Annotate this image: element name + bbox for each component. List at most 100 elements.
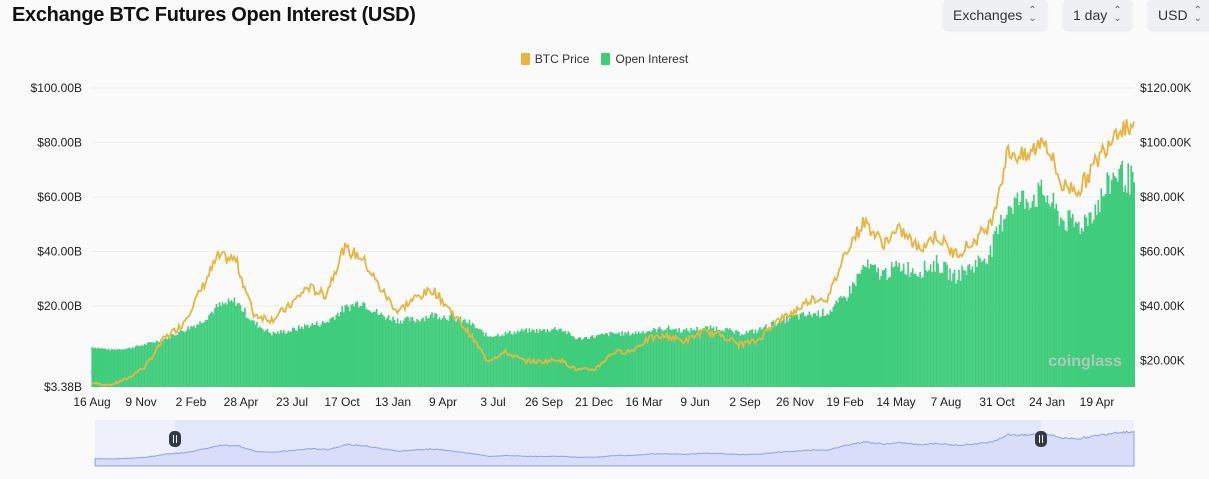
navigator-right-handle[interactable]: [1035, 431, 1047, 447]
oi-bar: [359, 305, 361, 387]
oi-bar: [560, 328, 562, 387]
oi-bar: [586, 338, 589, 387]
oi-bar: [136, 345, 138, 387]
oi-bar: [1016, 192, 1019, 387]
oi-bar: [753, 333, 755, 387]
oi-bar: [437, 319, 439, 387]
oi-bar: [311, 323, 314, 387]
oi-bar: [326, 321, 329, 387]
oi-bar: [215, 304, 218, 387]
oi-bar: [1046, 195, 1049, 387]
oi-bar: [1006, 214, 1008, 387]
oi-bar: [983, 258, 986, 387]
oi-bar: [164, 337, 167, 387]
oi-bar: [306, 324, 309, 387]
oi-bar: [585, 336, 588, 387]
oi-bar: [211, 311, 213, 387]
oi-bar: [489, 336, 492, 387]
oi-bar: [763, 326, 766, 387]
oi-bar: [262, 329, 264, 387]
oi-bar: [226, 304, 228, 387]
oi-bar: [194, 327, 197, 387]
oi-bar: [916, 276, 918, 387]
oi-bar: [911, 268, 914, 387]
oi-bar: [203, 321, 206, 387]
oi-bar: [886, 279, 888, 387]
oi-bar: [859, 273, 862, 387]
oi-bar: [330, 317, 333, 387]
oi-bar: [431, 312, 433, 387]
oi-bar: [140, 345, 143, 387]
oi-bar: [839, 296, 842, 387]
oi-bar: [534, 333, 537, 387]
oi-bar: [998, 224, 1001, 387]
oi-bar: [619, 335, 622, 387]
oi-bar: [646, 331, 649, 387]
x-tick: 3 Jul: [480, 395, 505, 409]
oi-bar: [206, 319, 209, 387]
oi-bar: [760, 329, 763, 387]
oi-bar: [693, 329, 695, 387]
currency-select[interactable]: USD ⌃ ⌄: [1148, 0, 1209, 30]
y-left-tick: $80.00B: [37, 136, 82, 150]
oi-bar: [808, 311, 811, 387]
oi-bar: [908, 276, 911, 387]
navigator-left-handle[interactable]: [169, 431, 181, 447]
legend-item-open-interest[interactable]: Open Interest: [601, 52, 688, 66]
oi-bar: [944, 262, 947, 387]
oi-bar: [127, 348, 129, 387]
oi-bar: [850, 293, 853, 387]
oi-bar: [377, 314, 379, 387]
oi-bar: [371, 312, 373, 387]
oi-bar: [1131, 171, 1134, 387]
oi-bar: [588, 339, 591, 387]
oi-bar: [685, 328, 688, 387]
oi-bar: [452, 314, 454, 387]
oi-bar: [989, 245, 992, 387]
oi-bar: [1076, 223, 1079, 387]
oi-bar: [732, 331, 734, 387]
oi-bar: [745, 331, 748, 387]
oi-bar: [1057, 210, 1059, 387]
oi-bar: [432, 317, 435, 387]
oi-bar: [765, 324, 767, 387]
oi-bar: [717, 329, 719, 387]
oi-bar: [841, 297, 844, 387]
oi-bar: [967, 265, 969, 387]
oi-bar: [507, 332, 510, 387]
oi-bar: [769, 327, 772, 387]
oi-bar: [577, 337, 580, 387]
oi-bar: [703, 327, 706, 387]
x-tick: 24 Jan: [1029, 395, 1065, 409]
oi-bar: [303, 324, 306, 387]
oi-bar: [568, 332, 571, 387]
oi-bar: [516, 330, 519, 387]
btc-price-line: [91, 119, 1135, 386]
oi-bar: [783, 316, 785, 387]
oi-bar: [157, 341, 159, 387]
oi-bar: [866, 259, 869, 387]
exchanges-select[interactable]: Exchanges ⌃ ⌄: [943, 0, 1047, 30]
oi-bar: [308, 327, 311, 387]
oi-bar: [953, 269, 956, 387]
oi-bar: [247, 318, 249, 387]
oi-bar: [706, 326, 709, 387]
oi-bar: [792, 316, 794, 387]
oi-bar: [253, 320, 255, 387]
oi-bar: [300, 326, 303, 387]
oi-bar: [1009, 206, 1011, 387]
interval-select[interactable]: 1 day ⌃ ⌄: [1063, 0, 1132, 30]
navigator[interactable]: [94, 420, 1135, 467]
oi-bar: [190, 326, 192, 387]
legend-item-btc-price[interactable]: BTC Price: [520, 52, 589, 66]
oi-bar: [220, 305, 222, 387]
oi-bar: [787, 321, 790, 387]
oi-bar: [643, 333, 646, 387]
x-tick: 16 Aug: [73, 395, 110, 409]
oi-bar: [351, 303, 354, 387]
oi-bar: [865, 267, 868, 387]
oi-bar: [738, 331, 740, 387]
y-right-tick: $40.00K: [1140, 299, 1185, 313]
oi-bar: [609, 331, 612, 387]
oi-bar: [1042, 194, 1044, 387]
